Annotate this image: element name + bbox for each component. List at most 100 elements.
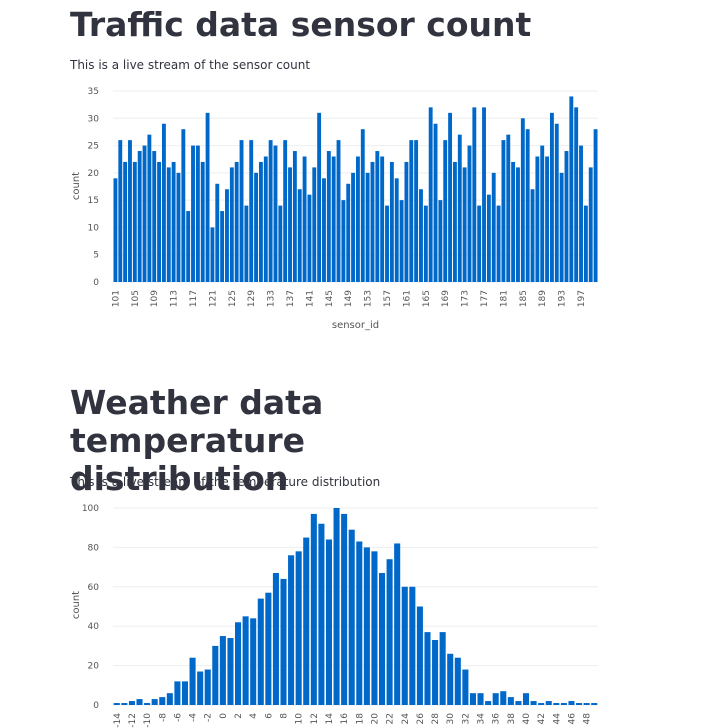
bar [288,555,295,705]
bar [538,703,545,705]
y-axis-label: count [71,172,82,200]
y-tick-label: 30 [88,114,100,124]
x-tick-label: 44 [552,713,562,725]
chart: 0 5 10 15 20 25 30 35 101 105 109 113 117 121 125 129 13… [71,87,598,331]
x-tick-label: 34 [477,713,487,725]
bar [416,606,423,705]
bar [136,699,143,705]
bar [204,669,211,705]
bar [401,586,408,705]
bar [492,693,499,705]
bar [176,172,181,282]
bar [118,140,123,282]
bar [147,134,152,282]
x-tick-label: 141 [305,290,315,307]
x-tick-label: -6 [173,713,183,722]
x-tick-label: 20 [370,713,380,725]
bar [553,703,560,705]
bar [254,172,259,282]
y-tick-label: 0 [93,278,99,288]
x-tick-label: -12 [128,713,138,728]
bar [559,172,564,282]
bar [378,573,386,705]
x-tick-label: 46 [567,713,577,725]
bar [452,161,457,282]
bar [394,543,401,705]
bar [438,200,443,282]
bar [496,205,501,282]
x-tick-label: 18 [355,713,365,725]
bar [579,145,583,282]
bar [229,167,234,282]
bar [530,189,535,282]
bar [525,129,530,282]
bar [389,161,394,282]
bar [516,167,520,282]
x-tick-label: 149 [344,290,354,307]
bar [166,167,171,282]
bar [171,161,176,282]
bar [113,703,120,705]
bar [181,129,186,282]
bar [433,123,438,282]
bar [249,140,254,282]
bar [128,140,132,282]
x-tick-label: 105 [131,290,141,307]
y-tick-label: 15 [88,196,99,206]
x-tick-label: 113 [170,290,180,307]
bar [477,693,484,705]
y-tick-label: 35 [88,87,99,97]
x-tick-label: 0 [219,713,229,719]
bar [174,681,181,705]
y-tick-label: 100 [82,504,99,514]
x-tick-label: 48 [583,713,593,725]
bar [360,129,365,282]
bar [448,112,453,282]
bar [511,161,516,282]
bar [394,178,399,282]
x-tick-label: 30 [446,713,456,725]
bar [123,161,128,282]
bar [409,586,416,705]
bar [151,699,158,705]
y-tick-label: 20 [88,169,100,179]
x-tick-label: 129 [247,290,257,307]
bar [583,205,588,282]
bar [288,167,292,282]
bar [292,151,297,282]
bar [137,151,142,282]
bar [485,701,492,705]
bar [424,632,431,705]
x-tick-label: 189 [538,290,548,307]
bar [591,703,598,705]
bar [593,129,598,282]
bar [317,112,322,282]
bar [454,657,461,705]
bar [265,592,272,705]
bar [142,145,147,282]
bar [250,618,257,705]
caption: This is a live stream of the sensor coun… [70,58,311,72]
bar [326,151,331,282]
bar [166,693,173,705]
y-tick-label: 40 [88,622,100,632]
bar [462,167,467,282]
bar [227,638,234,705]
bar [215,183,220,282]
caption: This is a live stream of the temperature… [70,475,381,489]
bar [189,657,196,705]
x-axis-label: sensor_id [332,320,379,331]
bar [506,134,511,282]
bar [554,123,559,282]
x-tick-label: 133 [267,290,277,307]
bar [219,636,226,705]
bar [159,697,166,705]
bar [507,697,514,705]
x-tick-label: -4 [189,713,199,722]
bar [482,107,486,282]
bar [341,513,348,705]
bar [355,156,360,282]
bar [432,639,439,705]
bar [576,703,583,705]
